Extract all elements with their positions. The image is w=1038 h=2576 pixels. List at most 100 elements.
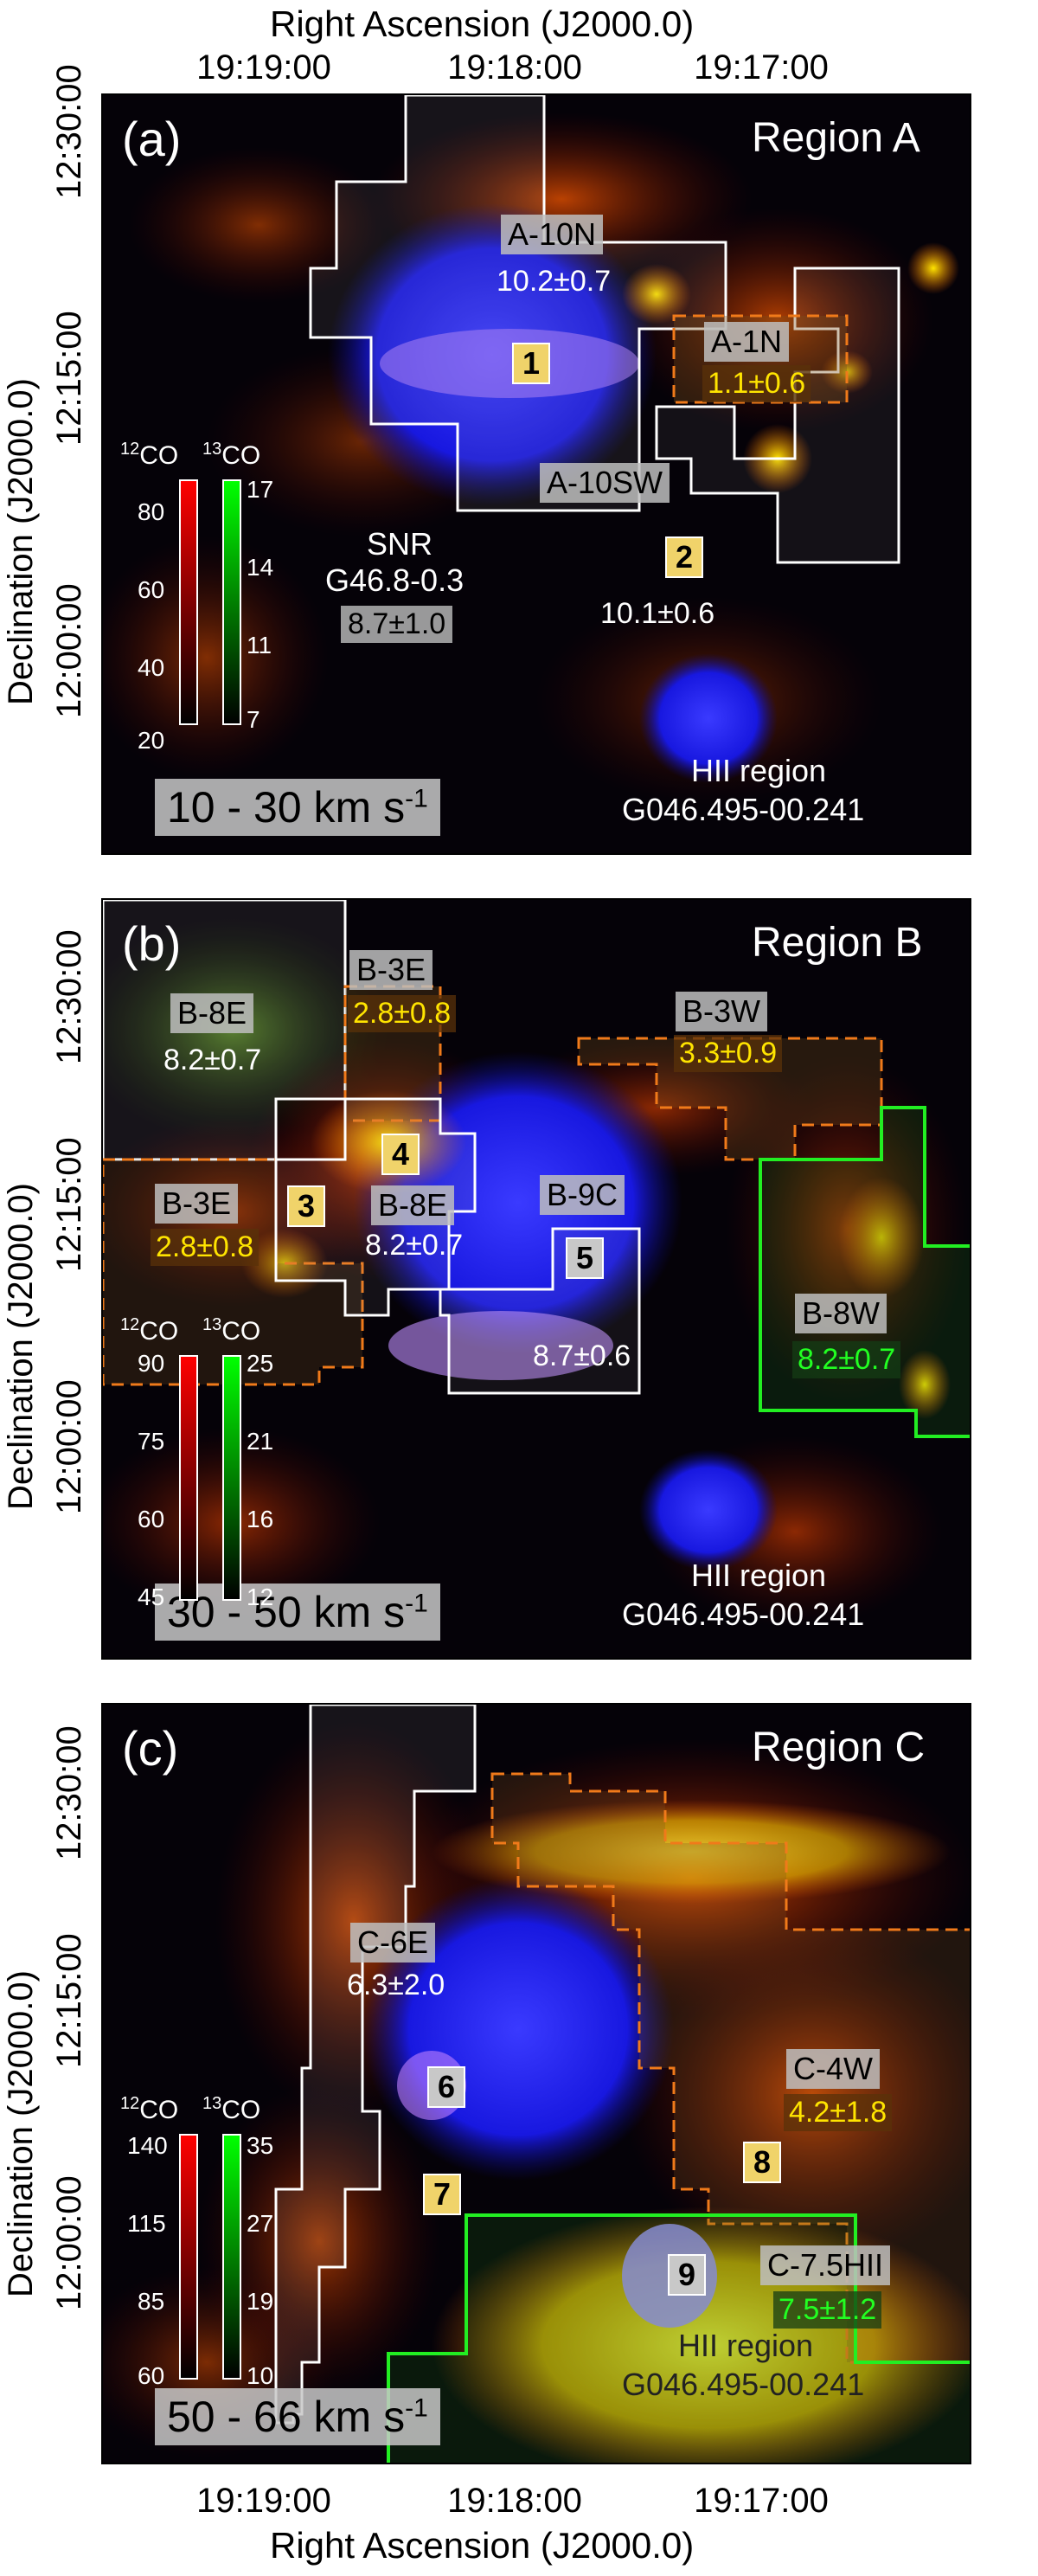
top-ra-tick: 19:19:00	[196, 48, 331, 87]
region-tag-b8w: B-8W	[795, 1294, 887, 1333]
co12-tick: 115	[127, 2210, 166, 2237]
region-tag-b3w: B-3W	[676, 992, 767, 1031]
co13-tick: 11	[247, 632, 272, 658]
hii-id: G046.495-00.241	[622, 2367, 865, 2402]
panel-label: (b)	[122, 916, 182, 971]
co13-tick: 16	[247, 1506, 274, 1532]
hii-name: HII region	[691, 1558, 827, 1593]
region-tag-a10n: A-10N	[501, 215, 604, 254]
region-tag-b8e-south: B-8E	[371, 1185, 455, 1225]
co13-tick: 27	[247, 2210, 274, 2237]
region-title: Region A	[752, 115, 920, 161]
region-value-b8w: 8.2±0.7	[792, 1341, 901, 1378]
co12-tick: 75	[138, 1428, 165, 1455]
dec-tick-c: 12:00:00	[50, 2175, 88, 2310]
dec-tick-b: 12:30:00	[50, 929, 88, 1064]
region-tag-a10sw: A-10SW	[540, 463, 670, 503]
top-axis-title: Right Ascension (J2000.0)	[270, 3, 695, 44]
co13-tick: 7	[247, 706, 260, 733]
co13-colorbar	[222, 1355, 241, 1601]
panel-label: (c)	[122, 1721, 179, 1776]
dec-tick-b: 12:15:00	[50, 1137, 88, 1272]
panel-c-image	[103, 1705, 970, 2463]
co13-tick: 35	[247, 2132, 274, 2159]
co12-tick: 45	[138, 1584, 165, 1610]
co13-tick: 10	[247, 2362, 274, 2389]
co12-tick: 60	[138, 1506, 165, 1532]
position-marker-5: 5	[566, 1237, 604, 1279]
region-tag-a1n: A-1N	[704, 322, 790, 362]
co13-tick: 14	[247, 554, 274, 581]
co13-tick: 25	[247, 1350, 274, 1377]
co12-colorbar	[179, 1355, 198, 1601]
region-value-a10n: 10.2±0.7	[497, 265, 612, 298]
snr-id: G46.8-0.3	[325, 562, 465, 598]
velocity-range: 50 - 66 km s-1	[155, 2388, 440, 2445]
hii-name: HII region	[678, 2328, 814, 2363]
region-value-b3w: 3.3±0.9	[674, 1035, 783, 1072]
co12-label: 12CO	[120, 2094, 179, 2124]
region-value-c6e: 6.3±2.0	[347, 1969, 445, 2001]
snr-value: 8.7±1.0	[341, 606, 453, 643]
region-value-b8e-south: 8.2±0.7	[365, 1229, 464, 1262]
velocity-range: 30 - 50 km s-1	[155, 1584, 440, 1641]
dec-tick-a: 12:30:00	[50, 64, 88, 199]
region-value-a10sw: 10.1±0.6	[600, 597, 715, 630]
co12-tick: 90	[138, 1350, 165, 1377]
position-marker-2: 2	[665, 536, 703, 578]
position-marker-1: 1	[512, 343, 550, 384]
dec-tick-c: 12:30:00	[50, 1725, 88, 1860]
region-tag-c4w: C-4W	[786, 2049, 880, 2089]
region-value-b3e-south: 2.8±0.8	[151, 1229, 260, 1266]
y-axis-title-c: Declination (J2000.0)	[2, 1970, 40, 2297]
panel-a: (a) Region A A-10N 10.2±0.7 A-1N 1.1±0.6…	[101, 93, 971, 855]
hii-name: HII region	[691, 753, 827, 788]
co12-tick: 40	[138, 654, 165, 681]
region-tag-b3e-south: B-3E	[155, 1184, 239, 1224]
co12-tick: 60	[138, 576, 165, 603]
co13-colorbar	[222, 479, 241, 725]
region-value-b9c: 8.7±0.6	[533, 1339, 631, 1372]
region-tag-b9c: B-9C	[540, 1175, 625, 1215]
co13-tick: 17	[247, 476, 274, 503]
panel-a-image	[103, 95, 970, 853]
region-value-b3e-north: 2.8±0.8	[348, 995, 457, 1032]
position-marker-6: 6	[427, 2066, 465, 2108]
bottom-axis-title: Right Ascension (J2000.0)	[270, 2525, 695, 2566]
co12-label: 12CO	[120, 1315, 179, 1346]
position-marker-9: 9	[668, 2254, 706, 2296]
region-tag-c6e: C-6E	[350, 1923, 436, 1963]
bottom-ra-tick: 19:17:00	[694, 2482, 829, 2520]
position-marker-3: 3	[287, 1185, 325, 1227]
position-marker-8: 8	[743, 2142, 781, 2183]
y-axis-title-a: Declination (J2000.0)	[2, 378, 40, 705]
dec-tick-b: 12:00:00	[50, 1379, 88, 1514]
co12-label: 12CO	[120, 440, 179, 470]
region-value-c4w: 4.2±1.8	[784, 2094, 893, 2131]
top-ra-tick: 19:18:00	[447, 48, 582, 87]
dec-tick-a: 12:15:00	[50, 311, 88, 446]
y-axis-title-b: Declination (J2000.0)	[2, 1183, 40, 1510]
bottom-ra-tick: 19:19:00	[196, 2482, 331, 2520]
hii-id: G046.495-00.241	[622, 1596, 865, 1632]
region-tag-b8e-north: B-8E	[170, 993, 254, 1033]
region-value-a1n: 1.1±0.6	[702, 365, 811, 402]
co13-tick: 21	[247, 1428, 274, 1455]
co13-label: 13CO	[202, 1315, 261, 1346]
co12-tick: 60	[138, 2362, 165, 2389]
co13-tick: 19	[247, 2288, 274, 2315]
region-value-c75hii: 7.5±1.2	[773, 2291, 882, 2329]
region-tag-b3e-north: B-3E	[349, 950, 433, 990]
co12-tick: 140	[127, 2132, 168, 2159]
dec-tick-c: 12:15:00	[50, 1933, 88, 2068]
panel-c: (c) Region C C-6E 6.3±2.0 C-4W 4.2±1.8 C…	[101, 1703, 971, 2464]
panel-label: (a)	[122, 112, 182, 166]
co13-colorbar	[222, 2134, 241, 2380]
region-title: Region B	[752, 920, 923, 966]
co13-tick: 12	[247, 1584, 274, 1610]
region-tag-c75hii: C-7.5HII	[760, 2245, 891, 2285]
region-title: Region C	[752, 1725, 926, 1770]
co12-tick: 20	[138, 727, 165, 754]
position-marker-7: 7	[423, 2174, 461, 2215]
co12-tick: 85	[138, 2288, 165, 2315]
